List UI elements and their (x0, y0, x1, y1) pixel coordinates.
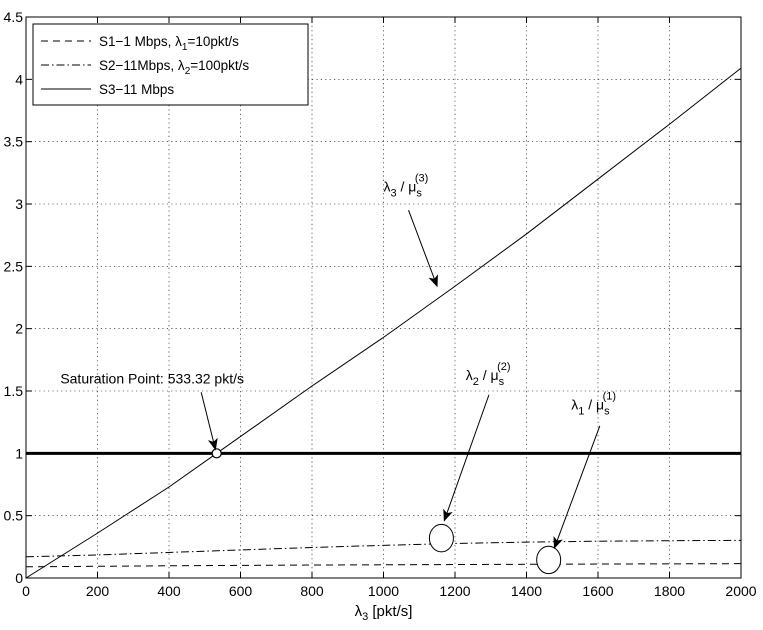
annotation-arrow-saturation (200, 392, 218, 451)
y-tick-label: 1.5 (4, 383, 24, 399)
annotation-arrow-lambda2 (443, 394, 490, 522)
legend-layer: S1−1 Mbps, λ1=10pkt/s S2−11Mbps, λ2=100pk… (32, 23, 309, 106)
y-tick-label: 3.5 (4, 134, 24, 150)
x-axis-label: λ3 [pkt/s] (355, 603, 413, 623)
x-tick-label: 1400 (511, 583, 542, 599)
y-tick-label: 0.5 (4, 508, 24, 524)
x-tick-label: 0 (22, 583, 30, 599)
marker-layer (211, 448, 562, 575)
annotation-lambda1: λ1 / μs(1) (571, 391, 616, 418)
series-line-2 (25, 539, 742, 558)
legend-label-2: S2−11Mbps, λ2=100pkt/s (99, 58, 249, 77)
y-tick-label: 2.5 (4, 258, 24, 274)
annotation-arrow-lambda3 (408, 210, 438, 288)
legend-label-3: S3−11 Mbps (99, 82, 174, 97)
annotation-layer: Saturation Point: 533.32 pkt/s λ3 / μs(3)… (60, 173, 616, 550)
annotation-saturation: Saturation Point: 533.32 pkt/s (60, 371, 244, 387)
annotation-lambda3: λ3 / μs(3) (384, 173, 429, 200)
series-layer (25, 67, 742, 579)
axes-layer: 0 200 400 600 800 1000 1200 1400 1600 1800 2000 0 0.… (4, 9, 757, 623)
y-tick-label: 4.5 (4, 9, 24, 25)
x-tick-label: 200 (86, 583, 110, 599)
series-line-1 (25, 563, 742, 568)
x-tick-label: 800 (300, 583, 324, 599)
y-tick-label: 0 (15, 570, 23, 586)
annotation-lambda2: λ2 / μs(2) (466, 361, 511, 388)
x-tick-label: 2000 (725, 583, 756, 599)
x-tick-label: 400 (157, 583, 181, 599)
y-tick-label: 4 (15, 71, 23, 87)
x-tick-label: 1600 (582, 583, 613, 599)
y-tick-label: 1 (15, 445, 23, 461)
x-tick-label: 1000 (368, 583, 399, 599)
grid-layer (26, 17, 741, 578)
y-tick-label: 2 (15, 321, 23, 337)
saturation-point-marker (211, 448, 222, 459)
x-tick-label: 1200 (439, 583, 470, 599)
x-tick-label: 1800 (654, 583, 685, 599)
y-tick-label: 3 (15, 196, 23, 212)
annotation-arrow-lambda1 (553, 425, 601, 550)
series-line-3 (25, 67, 742, 579)
legend-label-1: S1−1 Mbps, λ1=10pkt/s (99, 34, 239, 53)
ellipse-marker-2 (536, 545, 562, 575)
ellipse-marker-1 (428, 523, 454, 553)
x-tick-label: 600 (229, 583, 253, 599)
